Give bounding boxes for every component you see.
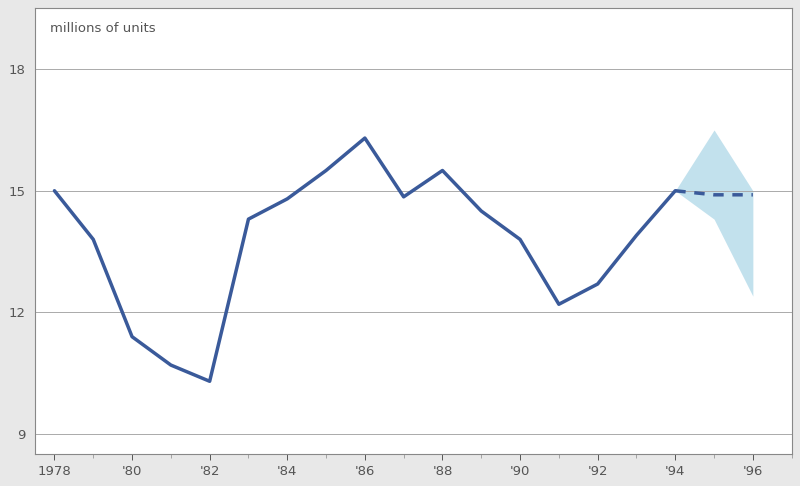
- Text: millions of units: millions of units: [50, 22, 156, 35]
